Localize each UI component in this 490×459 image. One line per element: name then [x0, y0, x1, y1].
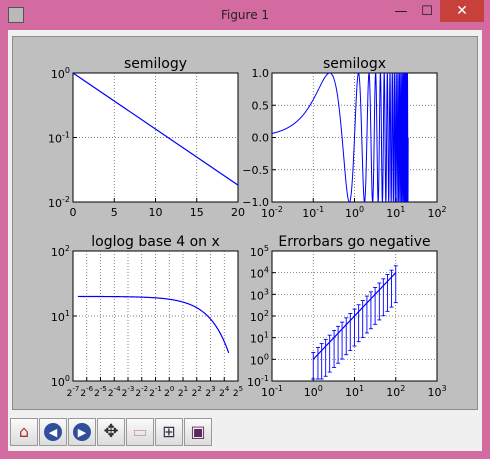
- series-line: [73, 73, 238, 186]
- x-tick-label: 2-1: [149, 385, 162, 399]
- series-line: [77, 295, 230, 354]
- chart-2: semilogx 10-2 10-1 100 101 102 1.0 0.5 0.0 −0.5 −1…: [242, 56, 446, 220]
- chart-4: Errorbars go negative 10-1 100 101 102 103 105…: [247, 234, 447, 399]
- figure-plots: semilogy 0 5 10 15 20 100 10-1 10-2 semilogx 10-2 1…: [48, 56, 447, 399]
- chart-3: loglog base 4 on x2-7 2-6 2-5 2-4 2-3 2-2 2-1 2…: [51, 234, 243, 399]
- x-tick-label: 2-6: [80, 385, 93, 399]
- x-tick-label: 2-3: [122, 385, 135, 399]
- y-tick-label: −0.5: [242, 164, 269, 177]
- x-tick-label: 10-2: [261, 205, 283, 220]
- x-tick-label: 10: [149, 206, 163, 219]
- x-tick-label: 103: [427, 384, 446, 399]
- x-tick-label: 102: [386, 384, 405, 399]
- save-button[interactable]: ▣: [184, 418, 212, 446]
- forward-button[interactable]: ▶: [68, 418, 96, 446]
- y-tick-label: 104: [250, 266, 269, 281]
- y-tick-label: 100: [51, 66, 70, 81]
- x-tick-label: 5: [111, 206, 118, 219]
- x-tick-label: 100: [304, 384, 323, 399]
- minimize-button[interactable]: —: [394, 3, 408, 19]
- chart-title: semilogx: [323, 56, 386, 72]
- y-tick-label: 100: [250, 352, 269, 367]
- x-tick-label: 22: [192, 385, 202, 399]
- client-area: semilogy 0 5 10 15 20 100 10-1 10-2 semilogx 10-2 1…: [8, 30, 482, 451]
- x-tick-label: 24: [219, 385, 230, 399]
- y-tick-label: 100: [51, 374, 70, 389]
- x-tick-label: 15: [190, 206, 204, 219]
- y-tick-label: 0.5: [252, 99, 270, 112]
- y-tick-label: 0.0: [252, 132, 270, 145]
- forward-arrow-icon: ▶: [73, 423, 91, 441]
- home-button[interactable]: ⌂: [10, 418, 38, 446]
- window-title: Figure 1: [220, 8, 270, 22]
- figure-canvas[interactable]: semilogy 0 5 10 15 20 100 10-1 10-2 semilogx 10-2 1…: [12, 36, 478, 410]
- y-tick-label: 10-2: [48, 195, 70, 210]
- back-button[interactable]: ◀: [39, 418, 67, 446]
- y-tick-label: 103: [250, 287, 269, 302]
- x-tick-label: 20: [164, 385, 174, 399]
- x-tick-label: 2-4: [108, 385, 121, 399]
- floppy-disk-icon: ▣: [190, 422, 206, 441]
- x-tick-label: 2-7: [67, 385, 80, 399]
- series-line: [272, 73, 409, 202]
- x-tick-label: 2-5: [94, 385, 107, 399]
- y-tick-label: 101: [250, 331, 269, 346]
- home-icon: ⌂: [18, 422, 30, 441]
- x-tick-label: 100: [345, 205, 364, 220]
- maximize-button[interactable]: ☐: [421, 3, 433, 19]
- subplots-button[interactable]: ⊞: [155, 418, 183, 446]
- chart-title: loglog base 4 on x: [91, 234, 220, 250]
- y-tick-label: 101: [51, 309, 70, 324]
- chart-title: semilogy: [124, 56, 187, 72]
- title-bar[interactable]: Figure 1 — ☐ ✕: [0, 0, 490, 30]
- pan-arrows-icon: ✥: [103, 421, 119, 442]
- y-tick-label: −1.0: [242, 196, 269, 209]
- y-tick-label: 102: [51, 244, 70, 259]
- subplots-config-icon: ⊞: [162, 422, 176, 441]
- x-tick-label: 101: [345, 384, 364, 399]
- pan-button[interactable]: ✥: [97, 418, 125, 446]
- x-tick-label: 102: [427, 205, 446, 220]
- zoom-button[interactable]: ▭: [126, 418, 154, 446]
- y-tick-label: 10-1: [48, 131, 70, 146]
- chart-1: semilogy 0 5 10 15 20 100 10-1 10-2: [48, 56, 245, 219]
- back-arrow-icon: ◀: [44, 423, 62, 441]
- close-button[interactable]: ✕: [440, 0, 484, 22]
- y-tick-label: 102: [250, 309, 269, 324]
- x-tick-label: 25: [233, 385, 243, 399]
- x-tick-label: 2-2: [135, 385, 148, 399]
- y-tick-label: 10-1: [247, 374, 269, 389]
- x-tick-label: 23: [205, 385, 215, 399]
- x-tick-label: 0: [70, 206, 77, 219]
- x-tick-label: 10-1: [261, 384, 283, 399]
- x-tick-label: 21: [178, 385, 188, 399]
- app-icon[interactable]: [8, 7, 24, 23]
- y-tick-label: 105: [250, 244, 269, 259]
- x-tick-label: 20: [231, 206, 245, 219]
- navigation-toolbar: ⌂ ◀ ▶ ✥ ▭ ⊞ ▣: [10, 416, 480, 448]
- chart-title: Errorbars go negative: [278, 234, 430, 250]
- zoom-rect-icon: ▭: [132, 422, 148, 441]
- x-tick-label: 101: [386, 205, 405, 220]
- series-line: [312, 272, 397, 360]
- y-tick-label: 1.0: [252, 67, 270, 80]
- x-tick-label: 10-1: [302, 205, 324, 220]
